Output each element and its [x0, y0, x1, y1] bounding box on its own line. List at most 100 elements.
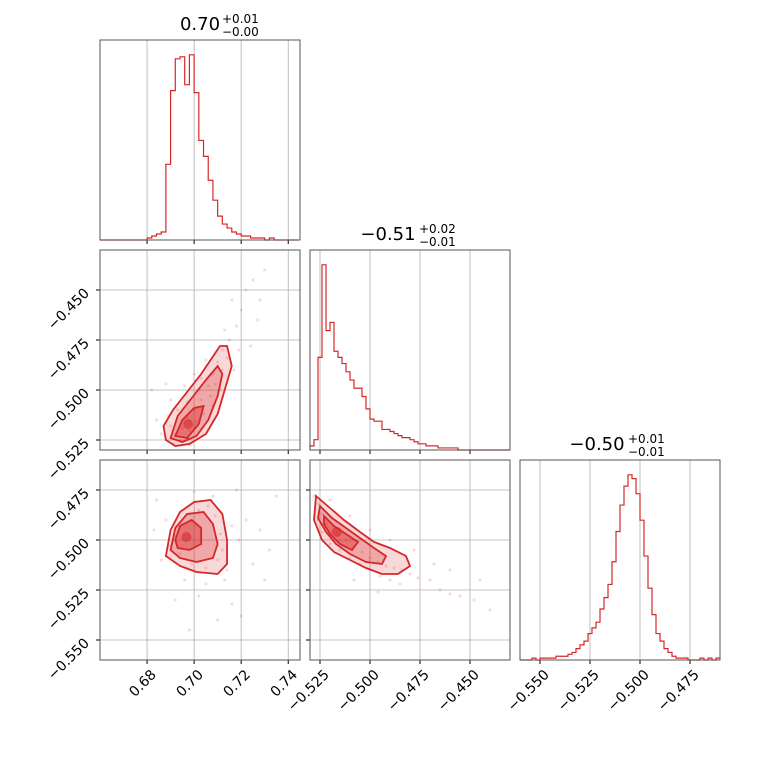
hist-2-xtick-label-2: −0.500 — [605, 667, 653, 715]
pair-1-0-point-40 — [256, 318, 260, 322]
pair-2-0-point-7 — [220, 548, 224, 552]
pair-2-1-point-11 — [392, 566, 396, 570]
pair-2-1-point-17 — [328, 542, 332, 546]
pair-2-0-point-21 — [223, 578, 227, 582]
title-param-1-plus: +0.02 — [419, 222, 456, 236]
pair-1-0-point-39 — [199, 376, 203, 380]
pair-1-0-point-33 — [169, 398, 173, 402]
pair-2-1-point-27 — [448, 592, 452, 596]
pair-1-0-point-37 — [237, 348, 241, 352]
title-param-2: −0.50 — [569, 434, 624, 455]
histogram-param-2 — [520, 474, 720, 661]
pair-1-0-point-22 — [227, 338, 231, 342]
title-param-0-plus: +0.01 — [222, 12, 259, 26]
pair-2-1-point-31 — [328, 498, 332, 502]
pair-2-0-point-3 — [197, 508, 201, 512]
pair-2-0-point-37 — [187, 628, 191, 632]
pair-2-0-point-33 — [267, 548, 271, 552]
panels-layer: −0.550 −0.525 −0.500 −0.475−0.525−0.500−0.4… — [45, 39, 721, 715]
pair-1-0-point-44 — [249, 344, 253, 348]
pair-frame-1-0 — [99, 249, 301, 451]
pair-2-0-point-35 — [216, 618, 220, 622]
pair-2-0-point-4 — [206, 504, 210, 508]
pair-1-0-ytick-label-0: −0.525 — [45, 436, 93, 484]
histogram-param-1 — [309, 264, 510, 451]
pair-2-1-contour-1 — [317, 504, 388, 565]
histogram-param-0 — [100, 54, 298, 241]
pair-2-1-point-40 — [352, 578, 356, 582]
pair-2-0-point-23 — [244, 518, 248, 522]
title-param-0-minus: −0.00 — [222, 25, 259, 39]
pair-1-0-point-1 — [180, 426, 184, 430]
pair-2-1-point-14 — [416, 576, 420, 580]
pair-2-0-core — [181, 532, 192, 542]
pair-2-1-point-1 — [320, 512, 324, 516]
pair-2-1-point-33 — [368, 528, 372, 532]
pair-1-0-ytick-label-2: −0.475 — [45, 336, 93, 384]
pair-2-1-point-28 — [458, 594, 462, 598]
pair-2-0-point-19 — [183, 578, 187, 582]
pair-1-0-point-29 — [154, 418, 158, 422]
histogram-frame-1 — [309, 249, 511, 451]
pair-frame-2-0 — [99, 459, 301, 661]
pair-2-0-point-26 — [258, 528, 262, 532]
pair-2-1-point-25 — [428, 578, 432, 582]
pair-1-0-point-25 — [230, 298, 234, 302]
hist-2-xtick-label-0: −0.550 — [505, 667, 553, 715]
title-param-1-minus: −0.01 — [419, 235, 456, 249]
pair-1-0-point-42 — [150, 388, 154, 392]
pair-2-1-point-0 — [316, 502, 320, 506]
pair-1-0-point-26 — [244, 288, 248, 292]
pair-2-0-xtick-label-1: 0.70 — [173, 667, 206, 700]
pair-1-0-point-36 — [232, 368, 236, 372]
pair-1-0-point-11 — [194, 420, 198, 424]
title-param-2-median: −0.50 — [569, 434, 624, 455]
pair-2-1-point-36 — [432, 562, 436, 566]
pair-2-1-point-30 — [312, 494, 316, 498]
pair-2-1-point-37 — [448, 568, 452, 572]
pair-2-0-point-27 — [263, 578, 267, 582]
pair-1-0-point-14 — [209, 394, 213, 398]
pair-1-0-point-4 — [199, 398, 203, 402]
pair-1-0-point-17 — [225, 356, 229, 360]
pair-2-0-point-10 — [190, 562, 194, 566]
pair-1-0-point-23 — [234, 324, 238, 328]
pair-1-0-point-10 — [187, 428, 191, 432]
pair-2-0-point-20 — [204, 582, 208, 586]
pair-2-0-point-29 — [154, 498, 158, 502]
pair-2-0-point-22 — [237, 538, 241, 542]
pair-2-1-xtick-label-2: −0.475 — [385, 667, 433, 715]
pair-2-1-point-13 — [408, 572, 412, 576]
pair-1-0-point-15 — [213, 382, 217, 386]
pair-2-1-point-10 — [384, 564, 388, 568]
pair-2-0-point-14 — [230, 524, 234, 528]
pair-1-0-ytick-label-3: −0.450 — [45, 286, 93, 334]
title-param-0: 0.70 — [180, 14, 220, 35]
pair-1-0-point-5 — [206, 384, 210, 388]
pair-2-1-core — [331, 526, 342, 537]
pair-2-1-point-16 — [320, 530, 324, 534]
hist-2-xtick-label-1: −0.525 — [555, 667, 603, 715]
pair-2-0-point-13 — [225, 568, 229, 572]
pair-1-0-point-16 — [220, 368, 224, 372]
pair-1-0-point-43 — [164, 382, 168, 386]
title-param-2-minus: −0.01 — [628, 445, 665, 459]
pair-1-0-point-31 — [204, 358, 208, 362]
title-param-1-median: −0.51 — [360, 224, 415, 245]
pair-2-1-point-41 — [376, 590, 380, 594]
pair-2-0-xtick-label-2: 0.72 — [221, 667, 254, 700]
pair-2-0-ytick-label-1: −0.525 — [45, 586, 93, 634]
pair-1-0-point-41 — [263, 268, 267, 272]
pair-2-0-point-36 — [173, 598, 177, 602]
pair-1-0-point-12 — [169, 424, 173, 428]
pair-2-1-point-32 — [348, 514, 352, 518]
pair-2-0-point-6 — [218, 532, 222, 536]
pair-2-1-point-29 — [472, 598, 476, 602]
pair-2-1-contour-0 — [313, 494, 412, 575]
title-param-0-median: 0.70 — [180, 14, 220, 35]
pair-2-0-point-9 — [204, 566, 208, 570]
pair-1-0-core — [183, 419, 194, 429]
pair-2-0-point-8 — [216, 558, 220, 562]
pair-2-1-point-5 — [344, 538, 348, 542]
